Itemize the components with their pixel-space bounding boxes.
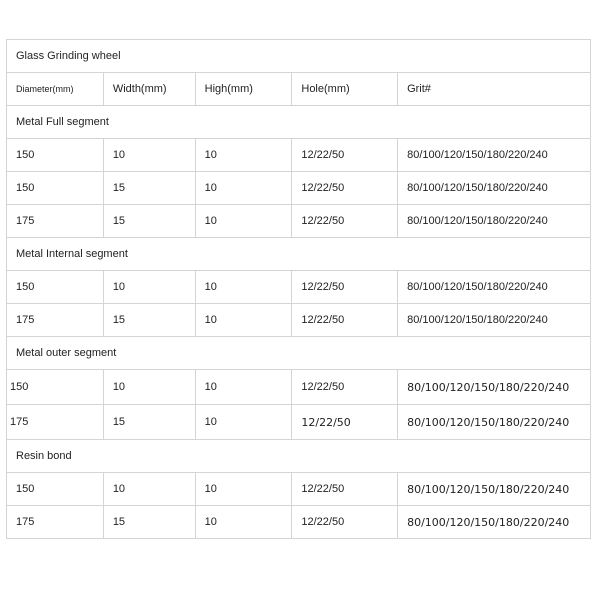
data-cell: 80/100/120/150/180/220/240 bbox=[397, 369, 591, 405]
data-cell: 12/22/50 bbox=[291, 204, 399, 238]
section-row: Metal outer segment bbox=[6, 336, 591, 370]
data-cell: 12/22/50 bbox=[291, 404, 399, 440]
data-cell: 175 bbox=[6, 404, 104, 440]
data-cell: 80/100/120/150/180/220/240 bbox=[397, 472, 591, 506]
header-cell: Width(mm) bbox=[102, 72, 196, 106]
data-cell: 12/22/50 bbox=[291, 369, 399, 405]
data-cell: 10 bbox=[194, 404, 293, 440]
data-cell: 10 bbox=[194, 369, 293, 405]
data-row: 150 10 10 12/22/50 80/100/120/150/180/220/24… bbox=[6, 270, 591, 304]
data-cell: 175 bbox=[6, 303, 104, 337]
data-cell: 15 bbox=[102, 505, 196, 539]
data-cell: 80/100/120/150/180/220/240 bbox=[397, 204, 591, 238]
section-row: Metal Full segment bbox=[6, 105, 591, 139]
data-row: 150 10 10 12/22/50 80/100/120/150/180/220/24… bbox=[6, 138, 591, 172]
data-cell: 150 bbox=[6, 270, 104, 304]
data-cell: 10 bbox=[194, 303, 293, 337]
data-cell: 80/100/120/150/180/220/240 bbox=[397, 505, 591, 539]
data-cell: 12/22/50 bbox=[291, 270, 399, 304]
data-cell: 80/100/120/150/180/220/240 bbox=[397, 404, 591, 440]
data-cell: 80/100/120/150/180/220/240 bbox=[397, 270, 591, 304]
header-cell: High(mm) bbox=[194, 72, 293, 106]
data-cell: 15 bbox=[102, 303, 196, 337]
data-row: 150 15 10 12/22/50 80/100/120/150/180/220/24… bbox=[6, 171, 591, 205]
data-cell: 10 bbox=[194, 270, 293, 304]
section-title: Metal outer segment bbox=[6, 336, 591, 370]
header-cell: Grit# bbox=[397, 72, 591, 106]
data-cell: 12/22/50 bbox=[291, 138, 399, 172]
section-title: Metal Full segment bbox=[6, 105, 591, 139]
data-cell: 10 bbox=[194, 505, 293, 539]
data-cell: 12/22/50 bbox=[291, 505, 399, 539]
data-cell: 10 bbox=[102, 138, 196, 172]
data-cell: 10 bbox=[194, 171, 293, 205]
data-cell: 80/100/120/150/180/220/240 bbox=[397, 138, 591, 172]
data-row: 175 15 10 12/22/50 80/100/120/150/180/220/24… bbox=[6, 505, 591, 539]
data-cell: 15 bbox=[102, 171, 196, 205]
data-cell: 12/22/50 bbox=[291, 171, 399, 205]
data-cell: 150 bbox=[6, 369, 104, 405]
data-row: 175 15 10 12/22/50 80/100/120/150/180/220/24… bbox=[6, 204, 591, 238]
data-row: 175 15 10 12/22/50 80/100/120/150/180/220/24… bbox=[6, 404, 591, 440]
header-row: Diameter(mm) Width(mm) High(mm) Hole(mm) Gri… bbox=[6, 72, 591, 106]
data-cell: 150 bbox=[6, 472, 104, 506]
data-cell: 175 bbox=[6, 505, 104, 539]
data-cell: 150 bbox=[6, 138, 104, 172]
title-row: Glass Grinding wheel bbox=[6, 39, 591, 73]
section-title: Resin bond bbox=[6, 439, 591, 473]
table-title: Glass Grinding wheel bbox=[6, 39, 591, 73]
data-row: 175 15 10 12/22/50 80/100/120/150/180/220/24… bbox=[6, 303, 591, 337]
data-row: 150 10 10 12/22/50 80/100/120/150/180/220/24… bbox=[6, 369, 591, 405]
data-row: 150 10 10 12/22/50 80/100/120/150/180/220/24… bbox=[6, 472, 591, 506]
data-cell: 10 bbox=[194, 204, 293, 238]
data-cell: 10 bbox=[194, 138, 293, 172]
data-cell: 15 bbox=[102, 404, 196, 440]
data-cell: 150 bbox=[6, 171, 104, 205]
data-cell: 12/22/50 bbox=[291, 472, 399, 506]
section-title: Metal Internal segment bbox=[6, 237, 591, 271]
section-row: Metal Internal segment bbox=[6, 237, 591, 271]
table-body: Glass Grinding wheel Diameter(mm) Width(mm… bbox=[6, 39, 591, 539]
spec-table: Glass Grinding wheel Diameter(mm) Width(mm… bbox=[6, 39, 591, 539]
data-cell: 15 bbox=[102, 204, 196, 238]
data-cell: 80/100/120/150/180/220/240 bbox=[397, 303, 591, 337]
header-cell: Diameter(mm) bbox=[6, 72, 104, 106]
data-cell: 10 bbox=[102, 369, 196, 405]
header-cell: Hole(mm) bbox=[291, 72, 399, 106]
data-cell: 10 bbox=[102, 472, 196, 506]
data-cell: 10 bbox=[194, 472, 293, 506]
data-cell: 80/100/120/150/180/220/240 bbox=[397, 171, 591, 205]
data-cell: 10 bbox=[102, 270, 196, 304]
data-cell: 175 bbox=[6, 204, 104, 238]
section-row: Resin bond bbox=[6, 439, 591, 473]
data-cell: 12/22/50 bbox=[291, 303, 399, 337]
